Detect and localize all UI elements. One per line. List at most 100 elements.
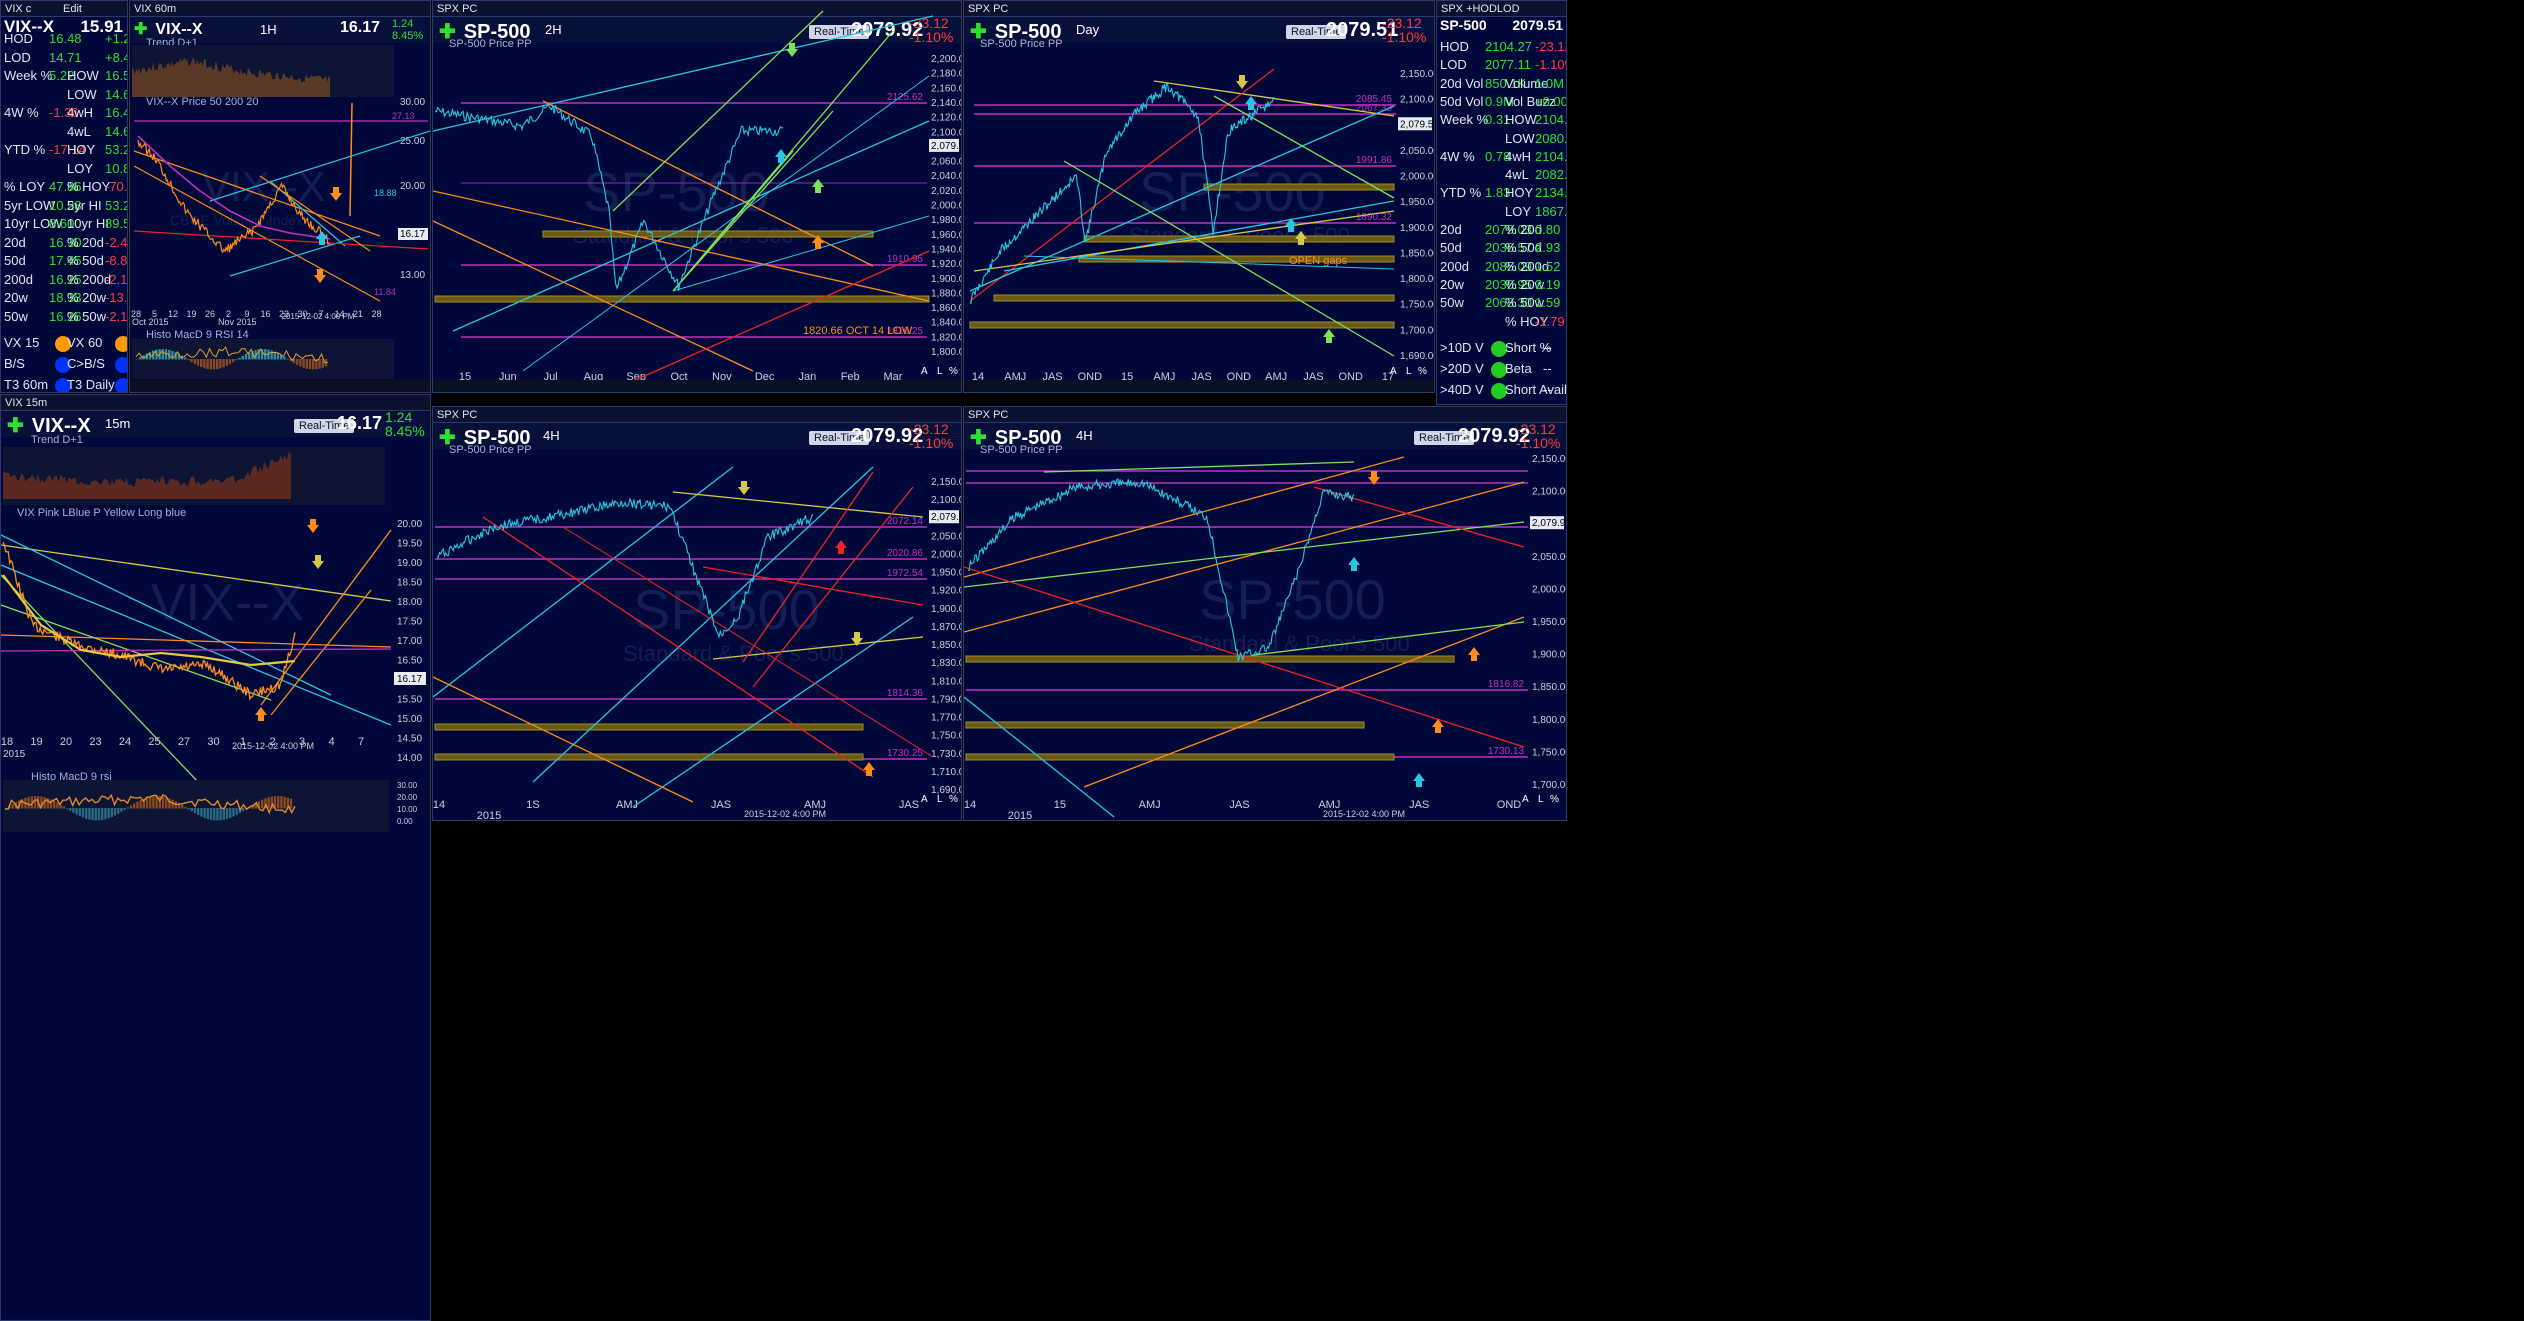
change-value: -23.12: [909, 421, 949, 437]
panel-titlebar[interactable]: VIX 15m: [1, 395, 430, 411]
quote-value: 14.63: [105, 86, 127, 102]
quote-label: HOY: [1505, 185, 1534, 201]
quote-value: 53.29: [105, 142, 127, 157]
macd-histogram-bar: [126, 807, 129, 809]
timeframe-selector[interactable]: 2H: [545, 22, 562, 37]
gap-zone: [1078, 255, 1395, 263]
trend-line: [1043, 461, 1355, 473]
add-symbol-icon[interactable]: ✚: [970, 427, 987, 449]
add-symbol-icon[interactable]: ✚: [439, 427, 456, 449]
add-symbol-icon[interactable]: ✚: [7, 415, 24, 437]
panel-titlebar[interactable]: SPX PC: [433, 407, 961, 423]
price-study-label[interactable]: SP-500 Price PP: [980, 444, 1063, 456]
panel-titlebar[interactable]: SPX PC: [964, 407, 1566, 423]
trend-study-label[interactable]: Trend D+1: [31, 434, 83, 446]
last-price: 2079.92: [1458, 425, 1531, 447]
chart-watermark: VIX--X: [151, 574, 304, 632]
chart-symbol[interactable]: ✚ SP-500: [970, 21, 1062, 43]
price-study-label[interactable]: SP-500 Price PP: [449, 444, 532, 456]
rsi-line: [135, 346, 329, 364]
timeframe-selector[interactable]: 4H: [543, 428, 560, 443]
gap-zone: [1083, 235, 1395, 243]
trend-line: [433, 190, 930, 302]
macd-histogram-bar: [187, 808, 190, 810]
y-tick-label: 1,750.00: [1400, 300, 1435, 311]
macd-histogram-bar: [196, 359, 200, 366]
price-study-label[interactable]: VIX Pink LBlue P Yellow Long blue: [17, 507, 187, 519]
level-label: 27.13: [392, 111, 415, 121]
y-tick-label: 1,920.00: [931, 259, 962, 270]
quote-value: 2030.95: [1485, 276, 1532, 292]
realtime-badge[interactable]: Real-Time: [294, 419, 355, 433]
down-arrow-icon: [738, 481, 750, 495]
level-label: 1730.25: [887, 748, 924, 759]
quote-value: 16.57: [105, 68, 127, 83]
chart-symbol[interactable]: ✚ VIX--X: [7, 415, 91, 437]
price-study-label[interactable]: VIX--X Price 50 200 20: [146, 96, 259, 108]
macd-rsi-plot[interactable]: 30.00 20.00 10.00 0.00: [1, 780, 431, 920]
price-study-label[interactable]: SP-500 Price PP: [980, 38, 1063, 50]
rsi-line: [4, 793, 296, 815]
signal-label: C>B/S: [1505, 403, 1543, 404]
macd-study-label[interactable]: Histo MacD 9 RSI 14: [146, 329, 249, 341]
realtime-badge[interactable]: Real-Time: [809, 431, 870, 445]
trend-line: [229, 235, 361, 277]
edit-button[interactable]: Edit: [63, 2, 82, 15]
quote-value: -1.10%: [1535, 57, 1566, 73]
panel-titlebar[interactable]: SPX +HODLOD: [1437, 1, 1566, 17]
scroll-bar[interactable]: [433, 380, 961, 392]
y-tick-label: 2,050.00: [1532, 552, 1567, 563]
change-value: -23.12: [1516, 421, 1556, 437]
timeframe-selector[interactable]: 1H: [260, 22, 277, 37]
add-symbol-icon[interactable]: ✚: [134, 21, 148, 38]
add-symbol-icon[interactable]: ✚: [970, 21, 987, 43]
vix-quote-panel: VIX c Edit VIX--X 15.91 HOD 16.48 +1.24 LOD…: [0, 0, 128, 393]
panel-titlebar[interactable]: SPX PC: [964, 1, 1434, 17]
chart-header: ✚ SP-500 4H Real-Time 2079.92 -23.12 -1.1…: [433, 421, 961, 451]
chart-symbol[interactable]: ✚ SP-500: [439, 427, 531, 449]
change-percent: 8.45%: [392, 30, 424, 42]
chart-symbol[interactable]: ✚ SP-500: [970, 427, 1062, 449]
quote-value: 0.31: [1485, 112, 1511, 128]
macd-histogram-bar: [270, 796, 273, 809]
up-arrow-icon: [1348, 557, 1360, 571]
quote-value: 16.30: [49, 234, 82, 250]
vix-15m-plot[interactable]: VIX--X 20.00 19.50 19.00 18.50 18.00 17.50 17.0…: [1, 395, 431, 822]
macd-histogram-bar: [81, 808, 85, 818]
y-tick-label: 2,079.92: [931, 141, 962, 152]
x-tick-label: OND: [1497, 799, 1522, 811]
timeframe-selector[interactable]: 15m: [105, 416, 131, 431]
chart-symbol[interactable]: ✚ VIX--X: [134, 21, 203, 38]
log-scale-toggle: L: [937, 366, 943, 377]
timeframe-selector[interactable]: Day: [1076, 22, 1100, 37]
timeframe-selector[interactable]: 4H: [1076, 428, 1093, 443]
quote-row: 50d 2036.57% 50d 2.93: [1437, 240, 1566, 259]
quote-value: 2063.30: [1485, 295, 1532, 311]
chart-watermark: SP-500: [1199, 568, 1386, 631]
realtime-badge[interactable]: Real-Time: [1286, 25, 1347, 39]
y-tick-label: 1,940.00: [931, 244, 962, 255]
y-tick-label: 2,050.00: [1400, 146, 1435, 157]
add-symbol-icon[interactable]: ✚: [439, 21, 456, 43]
scroll-bar[interactable]: [964, 380, 1434, 392]
price-marker: [929, 138, 959, 152]
scroll-bar[interactable]: [130, 380, 430, 392]
signal-label: Short %: [1505, 339, 1552, 355]
price-series-line: [434, 103, 784, 291]
panel-titlebar[interactable]: SPX PC: [433, 1, 961, 17]
x-tick-label: 28: [131, 309, 141, 319]
chart-symbol[interactable]: ✚ SP-500: [439, 21, 531, 43]
panel-titlebar[interactable]: VIX 60m: [130, 1, 430, 17]
panel-titlebar[interactable]: VIX c Edit: [1, 1, 127, 17]
spx-day-chart-panel: SPX PC ✚ SP-500 Day Real-Time 2079.51 -23…: [963, 0, 1435, 393]
spx-4h-chart-panel-left: SPX PC ✚ SP-500 4H Real-Time 2079.92 -23.…: [432, 406, 962, 821]
macd-histogram-bar: [123, 808, 126, 810]
realtime-badge[interactable]: Real-Time: [1414, 431, 1475, 445]
price-study-label[interactable]: SP-500 Price PP: [449, 38, 532, 50]
